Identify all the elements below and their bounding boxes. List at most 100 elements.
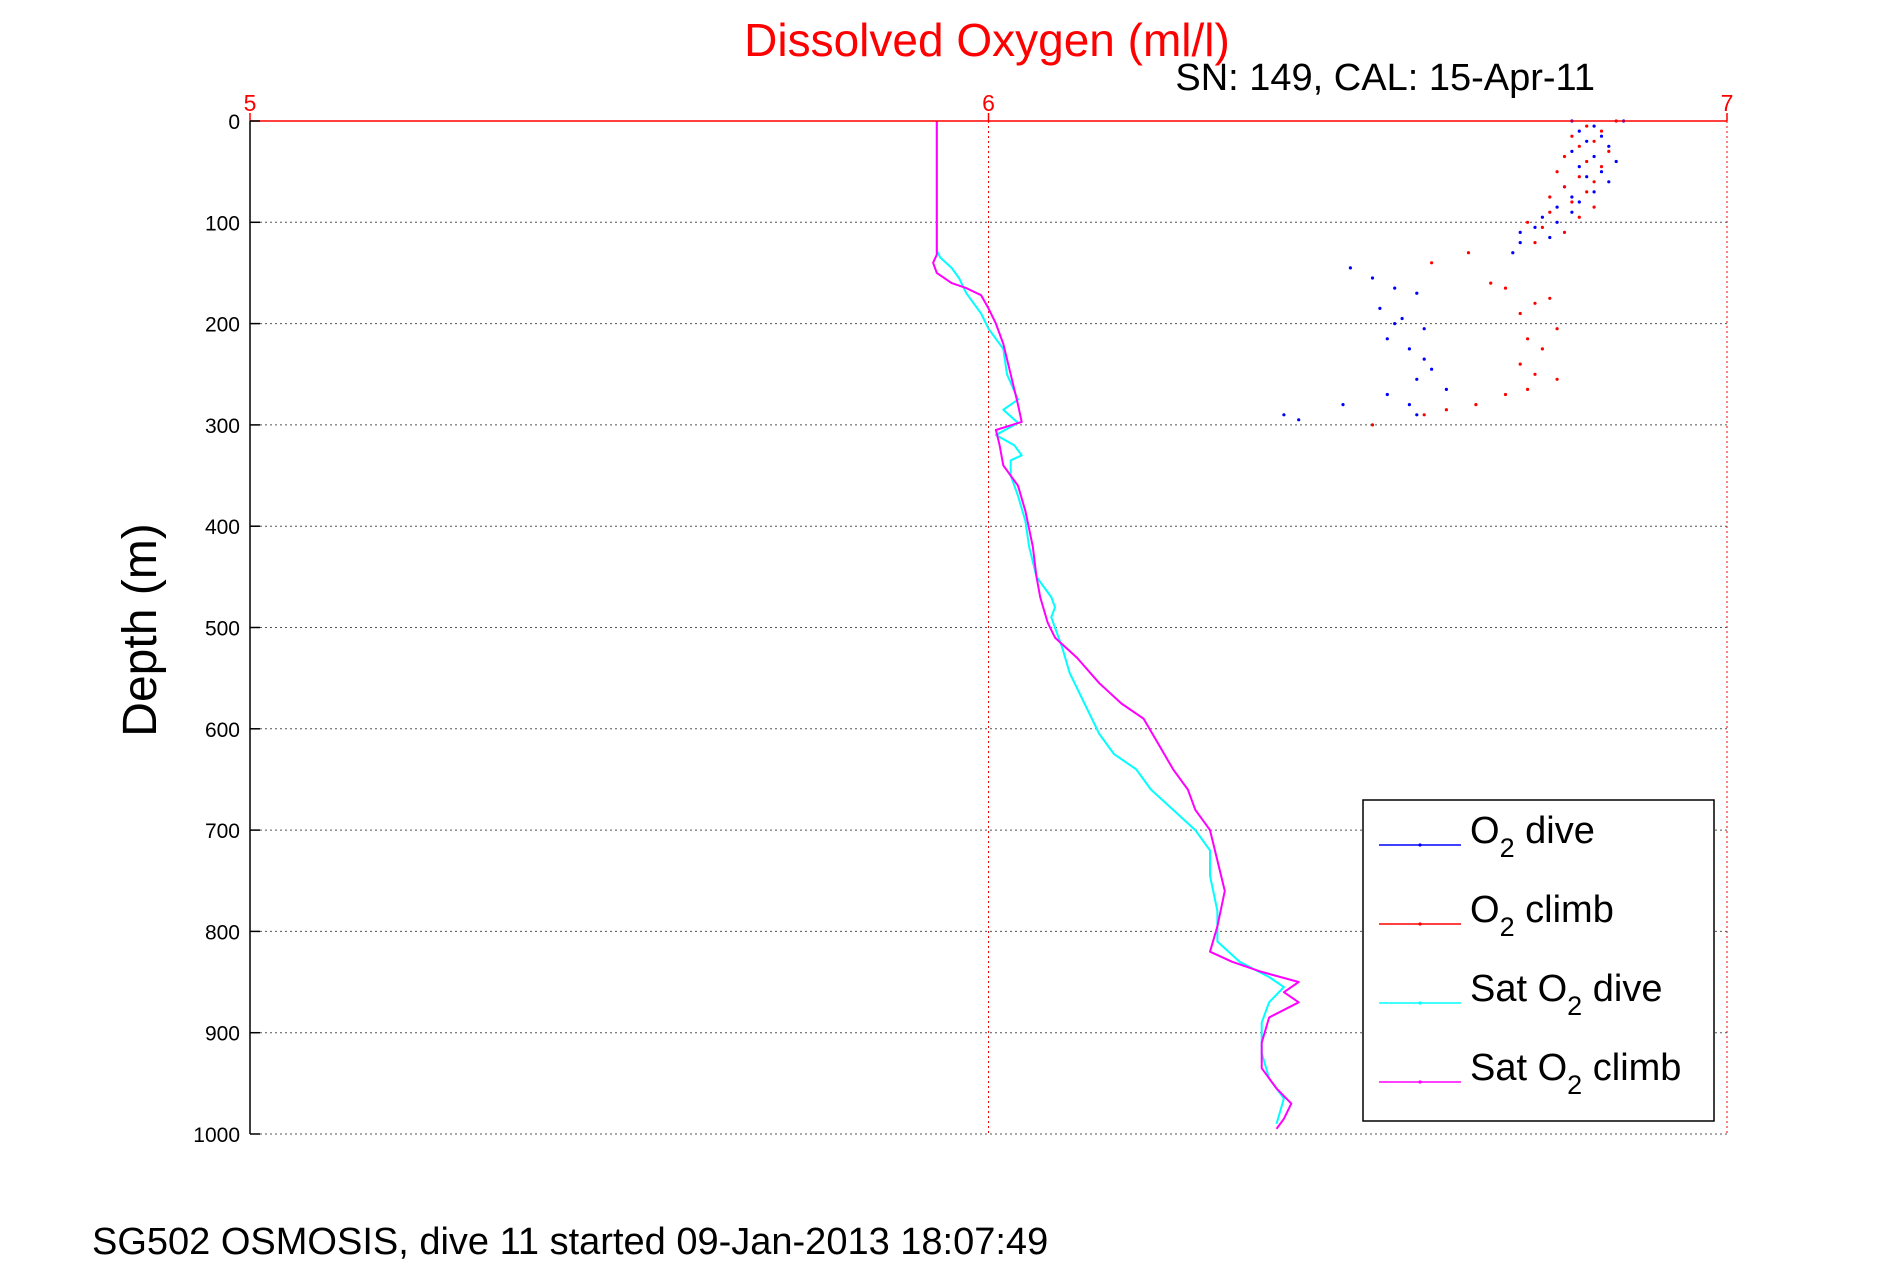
data-point (1592, 139, 1596, 143)
data-point (1592, 205, 1596, 209)
data-point (1585, 190, 1589, 194)
data-point (1393, 322, 1397, 326)
y-tick-label: 600 (205, 719, 240, 742)
data-point (1570, 149, 1574, 153)
data-point (1533, 372, 1537, 376)
data-point (1511, 251, 1515, 255)
data-point (1555, 220, 1559, 224)
data-point (1599, 165, 1604, 169)
data-point (1614, 159, 1618, 164)
data-point (1518, 230, 1522, 234)
data-point (1592, 124, 1596, 128)
legend-marker (1418, 922, 1422, 926)
series-o2-dive (1282, 119, 1626, 422)
data-point (1400, 316, 1404, 321)
legend-marker (1418, 1080, 1422, 1084)
data-point (1570, 134, 1574, 138)
data-point (1385, 337, 1389, 341)
data-point (1607, 149, 1611, 153)
y-tick-label: 200 (205, 314, 240, 337)
y-tick-label: 500 (205, 618, 240, 641)
data-point (1599, 170, 1604, 174)
legend: O2 dive O2 climb Sat O2 dive Sat O2 climb (1362, 799, 1715, 1122)
legend-label: O2 climb (1470, 889, 1614, 942)
data-point (1370, 276, 1375, 280)
data-point (1570, 195, 1574, 199)
legend-label: O2 dive (1470, 810, 1595, 863)
data-point (1577, 175, 1581, 179)
data-point (1592, 180, 1596, 184)
data-point (1592, 154, 1596, 159)
y-tick-label: 100 (205, 212, 240, 235)
data-point (1415, 377, 1419, 381)
data-point (1430, 367, 1434, 371)
y-tick-label: 1000 (193, 1124, 240, 1147)
data-point (1422, 413, 1426, 417)
data-point (1540, 225, 1544, 229)
data-point (1444, 387, 1448, 391)
data-point (1577, 144, 1581, 148)
chart-title: Dissolved Oxygen (ml/l) (744, 14, 1230, 66)
series-layer (932, 119, 1626, 1130)
legend-box (1362, 799, 1715, 1122)
y-tick-label: 300 (205, 415, 240, 438)
data-point (1533, 225, 1537, 229)
data-point (1599, 134, 1604, 138)
series-line (935, 121, 1285, 1125)
legend-entry: Sat O2 dive (1379, 968, 1662, 1021)
data-point (1548, 235, 1552, 240)
data-point (1607, 144, 1611, 148)
data-point (1548, 296, 1552, 300)
data-point (1555, 205, 1559, 209)
y-tick-label: 800 (205, 921, 240, 944)
data-point (1526, 337, 1530, 341)
data-point (1430, 261, 1434, 265)
x-tick-label: 6 (982, 90, 995, 116)
data-point (1555, 327, 1559, 331)
data-point (1533, 241, 1537, 245)
chart-subtitle: SN: 149, CAL: 15-Apr-11 (1175, 57, 1595, 99)
data-point (1518, 241, 1522, 245)
data-point (1422, 327, 1426, 331)
data-point (1585, 175, 1589, 179)
x-tick-labels: 5 6 7 (244, 90, 1733, 121)
data-point (1607, 180, 1611, 184)
data-point (1474, 403, 1478, 407)
data-point (1548, 195, 1552, 199)
series-o2-climb (1370, 119, 1618, 427)
data-point (1518, 362, 1522, 366)
data-point (1518, 311, 1522, 316)
data-point (1577, 129, 1581, 133)
series-sat-o2-dive (935, 121, 1285, 1125)
legend-marker (1418, 843, 1422, 847)
data-point (1570, 210, 1574, 214)
data-point (1526, 220, 1530, 224)
data-point (1489, 281, 1493, 285)
data-point (1444, 408, 1448, 412)
series-line (932, 121, 1300, 1130)
data-point (1548, 210, 1552, 214)
data-point (1540, 215, 1544, 219)
data-point (1297, 418, 1301, 422)
series-sat-o2-climb (932, 121, 1300, 1130)
data-point (1562, 230, 1567, 234)
grid-lines (250, 121, 1728, 1135)
chart-footer: SG502 OSMOSIS, dive 11 started 09-Jan-20… (92, 1221, 1048, 1262)
data-point (1378, 306, 1382, 310)
data-point (1555, 377, 1559, 381)
data-point (1577, 215, 1581, 219)
data-point (1540, 347, 1544, 351)
data-point (1282, 413, 1286, 417)
y-tick-label: 400 (205, 516, 240, 539)
data-point (1422, 357, 1426, 361)
legend-entry: O2 dive (1379, 810, 1595, 863)
legend-marker (1418, 1001, 1422, 1005)
data-point (1415, 413, 1419, 417)
y-tick-labels: 0 100 200 300 400 500 600 700 800 900 1000 (193, 111, 260, 1147)
data-point (1592, 190, 1596, 194)
data-point (1577, 200, 1581, 204)
data-point (1370, 423, 1375, 427)
data-point (1555, 170, 1559, 174)
data-point (1533, 301, 1537, 305)
